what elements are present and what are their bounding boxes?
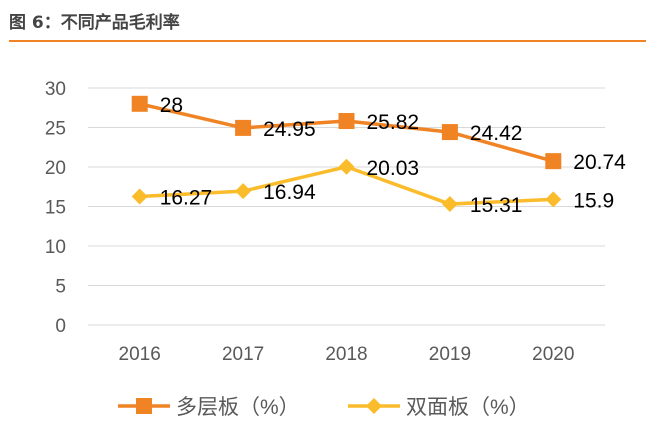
title-underline — [9, 40, 646, 42]
y-tick-label: 10 — [45, 237, 66, 258]
data-label: 28 — [160, 94, 183, 117]
y-tick-label: 25 — [45, 119, 66, 140]
legend-marker — [136, 398, 152, 414]
y-tick-label: 15 — [45, 198, 66, 219]
data-point — [338, 113, 355, 130]
data-label: 15.9 — [573, 189, 614, 212]
data-label: 24.95 — [263, 118, 316, 141]
data-label: 20.74 — [573, 151, 626, 174]
data-point — [441, 196, 458, 213]
data-label: 16.94 — [263, 181, 316, 204]
data-point — [545, 191, 562, 208]
figure-title: 图 6：不同产品毛利率 — [9, 13, 180, 33]
data-label: 25.82 — [367, 111, 420, 134]
data-label: 20.03 — [367, 157, 420, 180]
data-point — [235, 119, 252, 136]
legend-marker — [366, 398, 382, 414]
y-tick-label: 0 — [55, 316, 66, 337]
legend-label: 双面板（%） — [406, 396, 530, 419]
x-tick-label: 2016 — [119, 344, 161, 365]
data-point — [338, 158, 355, 175]
y-tick-label: 30 — [45, 79, 66, 100]
y-tick-label: 5 — [55, 277, 66, 298]
x-tick-label: 2017 — [222, 344, 264, 365]
data-label: 16.27 — [160, 186, 213, 209]
data-label: 15.31 — [470, 194, 523, 217]
legend-label: 多层板（%） — [176, 396, 300, 419]
x-tick-label: 2019 — [429, 344, 471, 365]
data-point — [545, 153, 562, 170]
x-tick-label: 2020 — [532, 344, 574, 365]
data-point — [131, 188, 148, 205]
x-tick-label: 2018 — [325, 344, 367, 365]
data-label: 24.42 — [470, 122, 523, 145]
data-point — [131, 95, 148, 112]
data-point — [441, 124, 458, 141]
y-tick-label: 20 — [45, 158, 66, 179]
data-point — [235, 183, 252, 200]
